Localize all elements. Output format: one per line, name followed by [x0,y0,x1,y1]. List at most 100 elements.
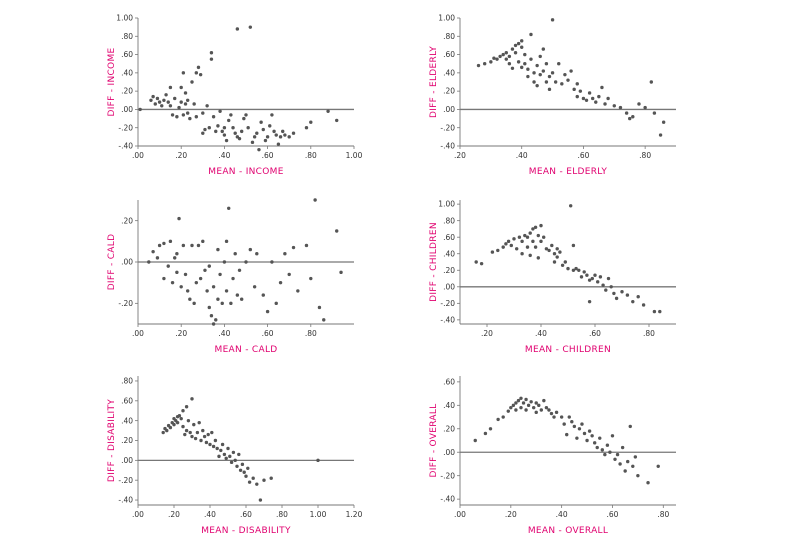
data-point [166,264,170,268]
data-point [188,116,192,121]
data-point [507,62,512,66]
data-point [537,403,541,408]
data-point [603,102,607,106]
x-axis-label: MEAN - CALD [215,345,278,355]
data-point [584,98,589,102]
data-point [177,105,181,110]
data-point [579,275,584,279]
data-point [482,62,487,66]
data-point [533,245,538,249]
data-point [235,464,239,468]
data-point [604,288,608,292]
data-point [151,94,155,99]
data-point [624,111,629,115]
data-point [633,455,638,459]
data-point [544,62,549,66]
data-point [188,297,192,301]
data-point [513,51,518,55]
data-point [205,104,209,108]
data-point [281,129,285,134]
x-tick-label: .20 [168,510,180,519]
data-point [194,115,199,119]
data-point [661,120,666,124]
y-tick-label: -.20 [440,471,455,480]
data-point [620,290,624,294]
data-point [490,250,495,254]
data-point [179,416,183,421]
data-point [220,442,225,447]
data-point [242,470,246,474]
data-point [641,303,646,307]
data-point [519,396,523,400]
data-point [620,445,625,450]
data-point [520,65,524,70]
data-point [224,138,229,143]
data-point [255,252,259,256]
data-point [185,289,190,293]
y-tick-label: -.20 [440,123,455,132]
data-point [246,126,250,130]
data-point [261,293,265,297]
data-point [183,432,187,437]
data-point [524,408,528,412]
x-tick-label: .00 [454,510,466,519]
data-point [575,436,579,440]
x-tick-label: .80 [305,151,317,160]
data-point [529,57,533,61]
data-point [610,434,615,438]
data-point [658,309,662,314]
data-point [190,80,194,84]
y-tick-label: .60 [443,377,455,386]
data-point [211,285,216,289]
data-point [603,452,607,457]
data-point [515,247,519,251]
data-point [237,136,242,141]
data-point [304,126,309,130]
data-point [239,129,244,134]
data-point [175,115,179,119]
data-point [544,80,549,84]
data-point [572,424,577,429]
data-point [252,285,257,289]
data-point [570,420,574,424]
data-point [563,72,567,77]
data-point [168,85,173,90]
data-point [587,91,592,95]
data-point [474,260,478,264]
x-tick-label: .60 [577,151,589,160]
data-point [473,438,477,443]
y-tick-label: .00 [443,105,455,114]
y-tick-label: -.40 [440,315,455,324]
data-point [179,85,183,90]
data-point [536,256,540,260]
data-point [614,296,619,301]
data-point [259,120,263,124]
data-point [229,460,234,465]
data-point [563,260,567,264]
data-point [612,104,616,108]
x-tick-label: .20 [481,329,493,338]
data-point [560,82,564,86]
data-point [179,100,183,104]
scatter-panel: .60 .40 .20 .00 -.20 -.40 .00 .20 .40 .60 .80 MEAN … [429,376,676,536]
data-point [173,256,177,260]
x-tick-label: 1.20 [346,510,363,519]
data-point [536,233,540,238]
data-point [523,52,527,57]
data-point [192,301,196,306]
data-point [495,57,499,61]
data-point [265,309,270,314]
data-point [569,204,573,208]
data-point [513,43,518,48]
y-tick-label: 1.00 [438,14,455,23]
x-tick-label: .80 [639,151,651,160]
data-point [201,131,205,135]
data-point [209,57,214,61]
data-point [291,131,296,135]
data-point [550,243,554,248]
scatter-panel: .20 .00 -.20 .00 .20 .40 .60 .80 MEAN - CALD DIFF… [107,198,354,355]
data-point [590,276,594,281]
y-tick-label: .80 [443,32,455,41]
data-point [164,93,168,97]
data-point [181,409,185,413]
